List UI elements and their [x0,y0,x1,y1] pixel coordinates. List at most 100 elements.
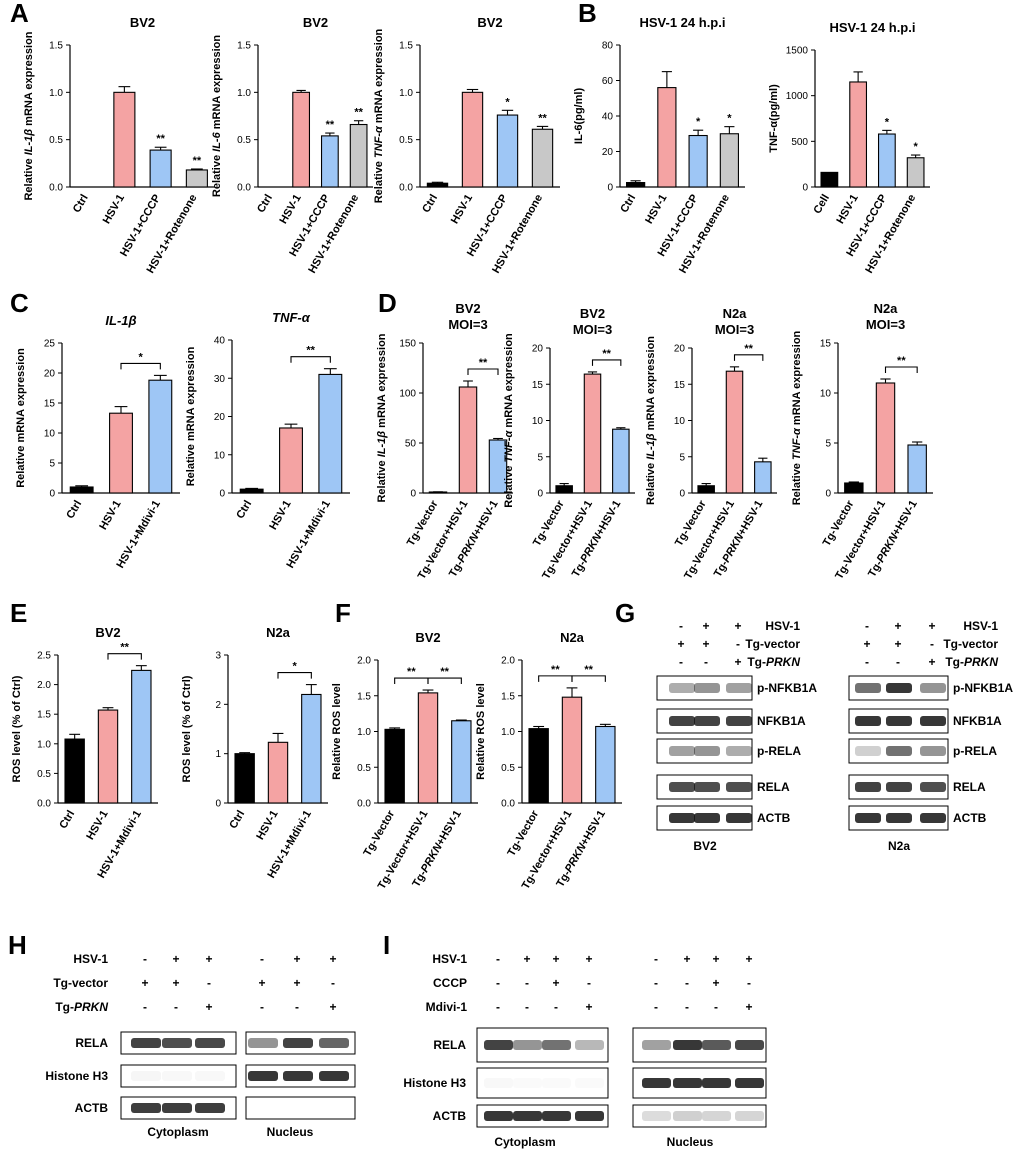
condition-sign: - [496,1000,500,1014]
band-label: ACTB [433,1109,467,1123]
band-label: ACTB [75,1101,109,1115]
condition-sign: - [930,637,934,651]
x-tick-label: Ctrl [255,193,275,215]
condition-sign: + [293,976,300,990]
x-tick-label: Ctrl [57,809,77,831]
significance-bracket [538,675,573,682]
y-tick-label: 1.0 [237,88,251,99]
blot-band [920,716,946,726]
bar [426,182,449,188]
y-tick-label: 0 [802,183,808,194]
significance-bracket [733,354,764,361]
y-tick-label: 10 [532,416,544,427]
y-tick-label: 1.0 [501,727,515,738]
bar [461,91,484,188]
y-tick-label: 1.5 [501,691,515,702]
blot-panel-I: I HSV-1 - + + + - + + + CCCP - - + - - - + - Mdivi-1 - - - + - - -… [383,930,767,1149]
condition-sign: + [928,655,935,669]
y-tick-label: 1.5 [49,41,63,52]
blot-band [694,782,720,792]
blot-band [575,1111,604,1121]
blot-band [726,782,752,792]
y-tick-label: 20 [44,369,56,380]
condition-sign: + [712,976,719,990]
y-tick-label: 15 [820,339,832,350]
bar [318,373,343,494]
y-tick-label: 150 [399,339,416,350]
bar [301,693,322,804]
blot-band [735,1078,764,1088]
y-tick-label: 1.5 [237,41,251,52]
significance-mark: * [696,116,701,128]
blot-band [669,683,695,693]
condition-sign: - [207,976,211,990]
blot-band [735,1111,764,1121]
band-label: NFKB1A [757,714,806,728]
blot-band [694,716,720,726]
condition-sign: - [331,976,335,990]
band-label: RELA [75,1036,108,1050]
bar [754,461,772,494]
condition-sign: + [928,619,935,633]
bar [109,412,133,494]
y-axis-label: Relative IL-1β mRNA expression [645,336,657,505]
condition-sign: + [894,619,901,633]
significance-bracket [571,675,606,682]
y-tick-label: 0 [219,489,225,500]
x-tick-label: HSV-1 [101,193,127,227]
y-tick-label: 0 [679,489,685,500]
significance-bracket [884,366,918,373]
chart-title: BV2 [477,15,502,30]
blot-band [162,1103,192,1113]
bar [239,488,264,494]
blot-band [542,1040,571,1050]
chart-title: BV2 [580,306,605,321]
y-tick-label: 1.5 [37,710,51,721]
chart-title: BV2 [303,15,328,30]
blot-band [131,1071,161,1081]
condition-sign: + [702,619,709,633]
chart-subtitle: MOI=3 [573,322,612,337]
bar [844,482,864,494]
condition-sign: + [712,952,719,966]
chart-panel-2: BV2 0.0 0.5 1.0 1.5 Relative TNF-α mRNA expre… [373,15,560,276]
condition-sign: - [654,1000,658,1014]
y-axis-label: Relative IL-1β mRNA expression [376,333,388,502]
y-tick-label: 0.0 [357,799,371,810]
y-tick-label: 1 [215,749,221,760]
y-tick-label: 1.5 [357,691,371,702]
y-tick-label: 15 [674,380,686,391]
panel-label: F [335,598,351,628]
y-tick-label: 2 [215,700,221,711]
condition-sign: + [585,1000,592,1014]
y-tick-label: 5 [825,439,831,450]
y-axis-label: Relative mRNA expression [15,348,27,488]
bar [561,696,583,804]
x-tick-label: Ctrl [234,499,254,521]
y-axis-label: Relative ROS level [331,683,343,780]
chart-title: N2a [266,625,291,640]
blot-band [195,1038,225,1048]
x-tick-label: HSV-1 [97,499,123,533]
blot-band [248,1071,278,1081]
chart-title: N2a [874,301,899,316]
condition-sign: + [552,976,559,990]
blot-band [484,1040,513,1050]
bar [595,725,616,804]
condition-sign: - [685,1000,689,1014]
significance-mark: ** [440,666,449,678]
significance-bracket [591,359,622,366]
y-tick-label: 20 [214,412,226,423]
chart-panel-5: C IL-1β 0 5 10 15 20 25 Relative mRNA expression… [10,288,180,570]
blot-band [319,1038,349,1048]
condition-sign: + [702,637,709,651]
condition-sign: - [554,1000,558,1014]
band-label: Histone H3 [403,1076,466,1090]
condition-sign: - [260,1000,264,1014]
blot-band [542,1111,571,1121]
blot-band [195,1103,225,1113]
blot-band [726,746,752,756]
